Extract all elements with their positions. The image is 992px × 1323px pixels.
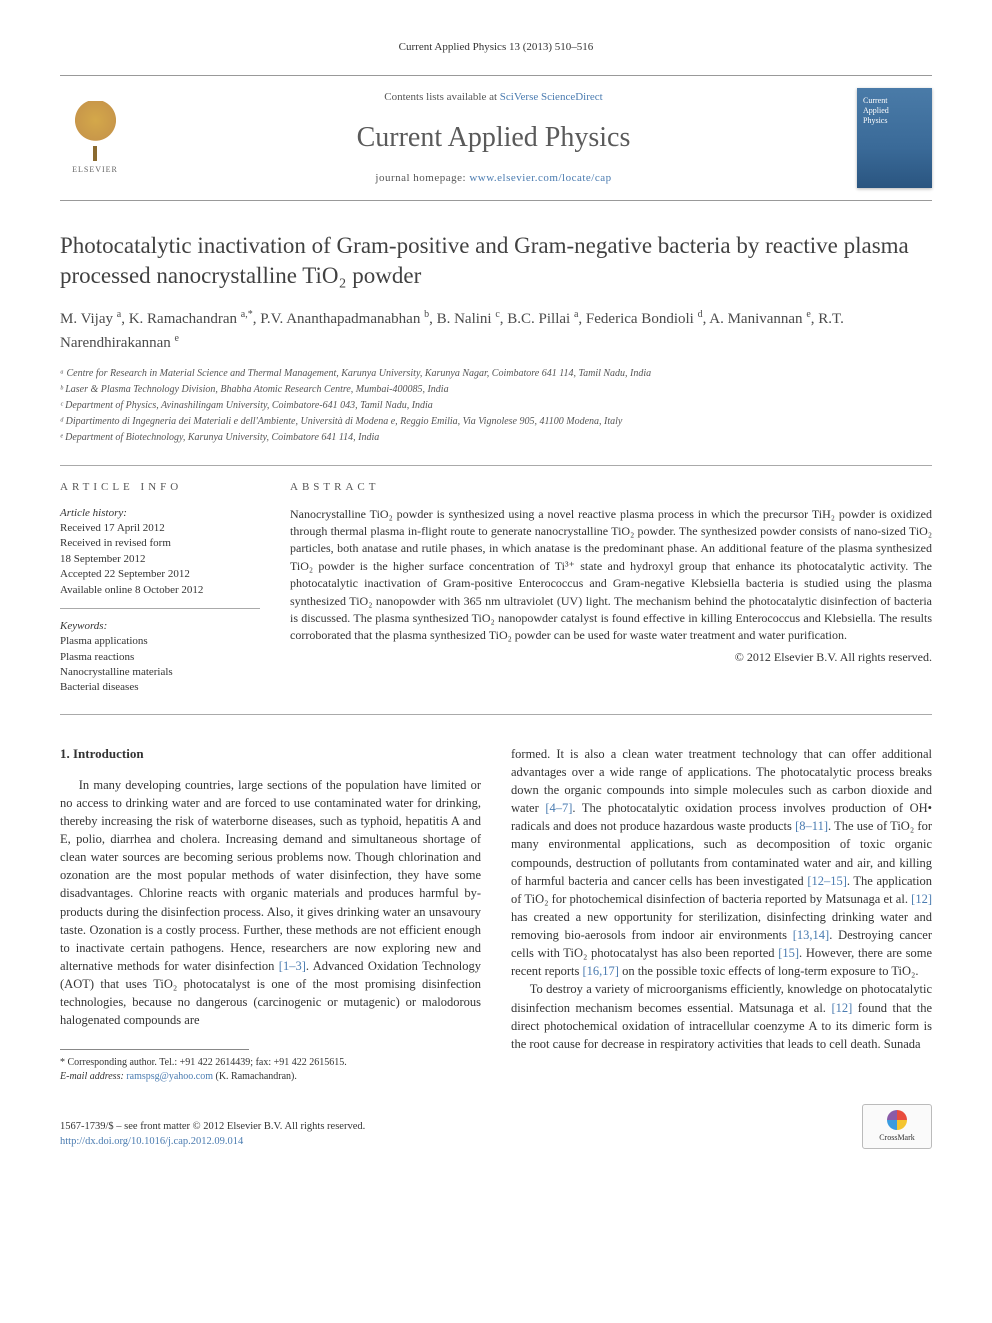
- abstract-text: Nanocrystalline TiO₂ powder is synthesiz…: [290, 506, 932, 645]
- header-citation: Current Applied Physics 13 (2013) 510–51…: [60, 40, 932, 55]
- elsevier-text: ELSEVIER: [72, 164, 118, 175]
- body-paragraph: In many developing countries, large sect…: [60, 776, 481, 1030]
- doi-link[interactable]: http://dx.doi.org/10.1016/j.cap.2012.09.…: [60, 1135, 365, 1150]
- history-line: Accepted 22 September 2012: [60, 567, 260, 582]
- journal-name: Current Applied Physics: [150, 118, 837, 157]
- affiliation-line: ᵈ Dipartimento di Ingegneria dei Materia…: [60, 414, 932, 429]
- affiliation-line: ᵇ Laser & Plasma Technology Division, Bh…: [60, 382, 932, 397]
- keyword-item: Nanocrystalline materials: [60, 665, 260, 680]
- keywords-block: Keywords: Plasma applicationsPlasma reac…: [60, 619, 260, 696]
- ref-link[interactable]: [15]: [778, 946, 799, 960]
- keyword-item: Plasma reactions: [60, 650, 260, 665]
- homepage-link[interactable]: www.elsevier.com/locate/cap: [469, 172, 611, 184]
- affiliation-line: ᶜ Department of Physics, Avinashilingam …: [60, 398, 932, 413]
- journal-cover-thumbnail: Current Applied Physics: [857, 88, 932, 188]
- keyword-item: Bacterial diseases: [60, 680, 260, 695]
- abstract-heading: ABSTRACT: [290, 480, 932, 495]
- ref-link[interactable]: [13,14]: [793, 928, 829, 942]
- corresponding-author-footnote: * Corresponding author. Tel.: +91 422 26…: [60, 1056, 481, 1070]
- keyword-item: Plasma applications: [60, 634, 260, 649]
- crossmark-badge[interactable]: CrossMark: [862, 1104, 932, 1149]
- masthead-center: Contents lists available at SciVerse Sci…: [130, 90, 857, 186]
- issn-line: 1567-1739/$ – see front matter © 2012 El…: [60, 1120, 365, 1135]
- body-paragraph: formed. It is also a clean water treatme…: [511, 745, 932, 981]
- ref-link[interactable]: [12]: [831, 1001, 852, 1015]
- contents-available-line: Contents lists available at SciVerse Sci…: [150, 90, 837, 105]
- affiliations: ᵃ Centre for Research in Material Scienc…: [60, 366, 932, 445]
- right-column: formed. It is also a clean water treatme…: [511, 745, 932, 1085]
- ref-link[interactable]: [4–7]: [545, 801, 572, 815]
- history-line: 18 September 2012: [60, 552, 260, 567]
- keywords-label: Keywords:: [60, 619, 260, 634]
- body-text: In many developing countries, large sect…: [60, 778, 481, 973]
- article-info-block: ARTICLE INFO Article history: Received 1…: [60, 480, 260, 696]
- footer-row: 1567-1739/$ – see front matter © 2012 El…: [60, 1104, 932, 1149]
- cover-line: Current: [863, 96, 926, 106]
- history-line: Received in revised form: [60, 536, 260, 551]
- ref-link[interactable]: [8–11]: [795, 819, 828, 833]
- history-line: Available online 8 October 2012: [60, 583, 260, 598]
- body-text: on the possible toxic effects of long-te…: [619, 964, 919, 978]
- ref-link[interactable]: [12]: [911, 892, 932, 906]
- affiliation-line: ᵃ Centre for Research in Material Scienc…: [60, 366, 932, 381]
- footnote-separator: [60, 1049, 249, 1050]
- journal-cover-text: Current Applied Physics: [863, 96, 926, 125]
- contents-prefix: Contents lists available at: [384, 91, 499, 103]
- abstract-block: ABSTRACT Nanocrystalline TiO₂ powder is …: [290, 480, 932, 696]
- homepage-prefix: journal homepage:: [375, 172, 469, 184]
- ref-link[interactable]: [12–15]: [807, 874, 847, 888]
- article-history-block: Article history: Received 17 April 2012R…: [60, 506, 260, 609]
- ref-link[interactable]: [16,17]: [583, 964, 619, 978]
- ref-link[interactable]: [1–3]: [279, 959, 306, 973]
- elsevier-logo: ELSEVIER: [60, 96, 130, 181]
- cover-line: Physics: [863, 116, 926, 126]
- body-paragraph: To destroy a variety of microorganisms e…: [511, 980, 932, 1053]
- email-label: E-mail address:: [60, 1071, 126, 1082]
- email-link[interactable]: ramspsg@yahoo.com: [126, 1071, 213, 1082]
- cover-line: Applied: [863, 106, 926, 116]
- masthead: ELSEVIER Contents lists available at Sci…: [60, 75, 932, 201]
- crossmark-icon: [887, 1110, 907, 1130]
- info-abstract-row: ARTICLE INFO Article history: Received 1…: [60, 465, 932, 715]
- crossmark-label: CrossMark: [879, 1132, 915, 1143]
- elsevier-tree-icon: [68, 101, 123, 156]
- email-attribution: (K. Ramachandran).: [213, 1071, 297, 1082]
- left-column: 1. Introduction In many developing count…: [60, 745, 481, 1085]
- article-info-heading: ARTICLE INFO: [60, 480, 260, 495]
- author-list: M. Vijay a, K. Ramachandran a,*, P.V. An…: [60, 307, 932, 354]
- sciverse-link[interactable]: SciVerse ScienceDirect: [500, 91, 603, 103]
- email-footnote: E-mail address: ramspsg@yahoo.com (K. Ra…: [60, 1070, 481, 1084]
- abstract-copyright: © 2012 Elsevier B.V. All rights reserved…: [290, 649, 932, 666]
- affiliation-line: ᵉ Department of Biotechnology, Karunya U…: [60, 430, 932, 445]
- footer-left: 1567-1739/$ – see front matter © 2012 El…: [60, 1120, 365, 1149]
- history-label: Article history:: [60, 506, 260, 521]
- section-1-heading: 1. Introduction: [60, 745, 481, 764]
- article-title: Photocatalytic inactivation of Gram-posi…: [60, 231, 932, 291]
- homepage-line: journal homepage: www.elsevier.com/locat…: [150, 171, 837, 186]
- history-line: Received 17 April 2012: [60, 521, 260, 536]
- body-columns: 1. Introduction In many developing count…: [60, 745, 932, 1085]
